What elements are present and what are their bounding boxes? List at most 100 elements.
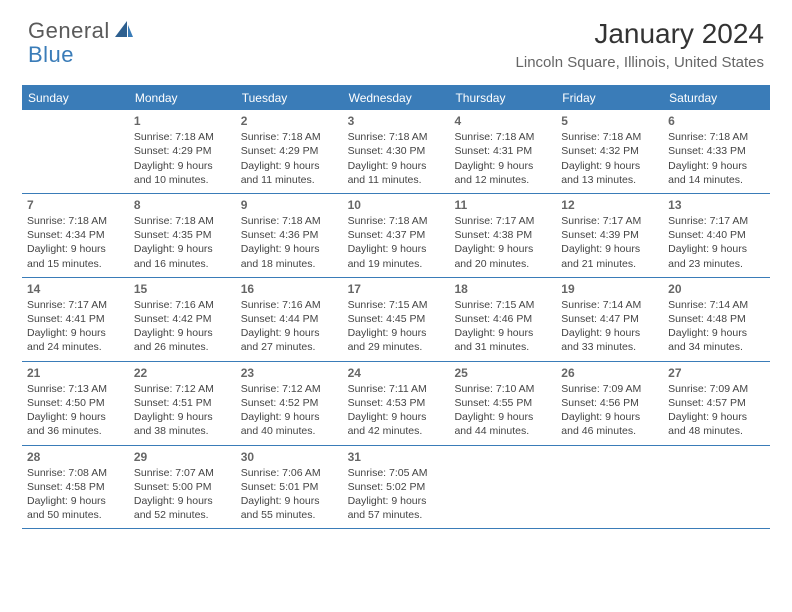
sunset-text: Sunset: 4:34 PM (27, 228, 124, 242)
day-number: 8 (134, 197, 231, 213)
calendar-day-cell: 10Sunrise: 7:18 AMSunset: 4:37 PMDayligh… (343, 194, 450, 277)
daylight-text: Daylight: 9 hours (241, 494, 338, 508)
sunrise-text: Sunrise: 7:18 AM (134, 214, 231, 228)
calendar-week-row: 28Sunrise: 7:08 AMSunset: 4:58 PMDayligh… (22, 446, 770, 530)
sunrise-text: Sunrise: 7:14 AM (561, 298, 658, 312)
sunrise-text: Sunrise: 7:18 AM (134, 130, 231, 144)
daylight-text: and 34 minutes. (668, 340, 765, 354)
day-number: 11 (454, 197, 551, 213)
day-number: 1 (134, 113, 231, 129)
sunrise-text: Sunrise: 7:15 AM (348, 298, 445, 312)
daylight-text: Daylight: 9 hours (668, 159, 765, 173)
daylight-text: Daylight: 9 hours (348, 159, 445, 173)
calendar-day-cell: 24Sunrise: 7:11 AMSunset: 4:53 PMDayligh… (343, 362, 450, 445)
calendar-day-cell (22, 110, 129, 193)
sunset-text: Sunset: 4:33 PM (668, 144, 765, 158)
day-number: 22 (134, 365, 231, 381)
weekday-header: Thursday (449, 86, 556, 110)
calendar-week-row: 1Sunrise: 7:18 AMSunset: 4:29 PMDaylight… (22, 110, 770, 194)
daylight-text: and 21 minutes. (561, 257, 658, 271)
day-number: 2 (241, 113, 338, 129)
weekday-header: Saturday (663, 86, 770, 110)
day-number: 30 (241, 449, 338, 465)
daylight-text: Daylight: 9 hours (348, 494, 445, 508)
sunrise-text: Sunrise: 7:16 AM (134, 298, 231, 312)
sunrise-text: Sunrise: 7:13 AM (27, 382, 124, 396)
sunset-text: Sunset: 4:57 PM (668, 396, 765, 410)
calendar-day-cell (663, 446, 770, 529)
location-subtitle: Lincoln Square, Illinois, United States (516, 54, 764, 71)
header: General January 2024 Lincoln Square, Ill… (0, 0, 792, 77)
sunrise-text: Sunrise: 7:12 AM (134, 382, 231, 396)
day-number: 3 (348, 113, 445, 129)
sunset-text: Sunset: 4:50 PM (27, 396, 124, 410)
daylight-text: Daylight: 9 hours (454, 159, 551, 173)
logo-sail-icon (113, 19, 135, 44)
sunrise-text: Sunrise: 7:15 AM (454, 298, 551, 312)
calendar-day-cell: 1Sunrise: 7:18 AMSunset: 4:29 PMDaylight… (129, 110, 236, 193)
calendar-day-cell: 28Sunrise: 7:08 AMSunset: 4:58 PMDayligh… (22, 446, 129, 529)
logo-text-blue: Blue (28, 42, 74, 67)
day-number: 14 (27, 281, 124, 297)
daylight-text: and 40 minutes. (241, 424, 338, 438)
daylight-text: and 42 minutes. (348, 424, 445, 438)
daylight-text: Daylight: 9 hours (27, 326, 124, 340)
daylight-text: Daylight: 9 hours (241, 242, 338, 256)
day-number: 16 (241, 281, 338, 297)
title-block: January 2024 Lincoln Square, Illinois, U… (516, 18, 764, 71)
daylight-text: Daylight: 9 hours (561, 159, 658, 173)
calendar-day-cell: 20Sunrise: 7:14 AMSunset: 4:48 PMDayligh… (663, 278, 770, 361)
daylight-text: and 48 minutes. (668, 424, 765, 438)
daylight-text: and 23 minutes. (668, 257, 765, 271)
calendar-day-cell: 5Sunrise: 7:18 AMSunset: 4:32 PMDaylight… (556, 110, 663, 193)
day-number: 31 (348, 449, 445, 465)
sunset-text: Sunset: 4:40 PM (668, 228, 765, 242)
daylight-text: and 18 minutes. (241, 257, 338, 271)
day-number: 5 (561, 113, 658, 129)
calendar-day-cell: 31Sunrise: 7:05 AMSunset: 5:02 PMDayligh… (343, 446, 450, 529)
weekday-header: Wednesday (343, 86, 450, 110)
sunset-text: Sunset: 4:31 PM (454, 144, 551, 158)
daylight-text: and 12 minutes. (454, 173, 551, 187)
calendar-day-cell: 7Sunrise: 7:18 AMSunset: 4:34 PMDaylight… (22, 194, 129, 277)
sunset-text: Sunset: 5:00 PM (134, 480, 231, 494)
daylight-text: and 19 minutes. (348, 257, 445, 271)
sunset-text: Sunset: 4:29 PM (241, 144, 338, 158)
sunset-text: Sunset: 4:37 PM (348, 228, 445, 242)
daylight-text: Daylight: 9 hours (241, 326, 338, 340)
sunrise-text: Sunrise: 7:18 AM (348, 130, 445, 144)
daylight-text: and 14 minutes. (668, 173, 765, 187)
sunrise-text: Sunrise: 7:09 AM (668, 382, 765, 396)
daylight-text: and 10 minutes. (134, 173, 231, 187)
sunrise-text: Sunrise: 7:17 AM (668, 214, 765, 228)
sunset-text: Sunset: 4:51 PM (134, 396, 231, 410)
calendar-day-cell: 11Sunrise: 7:17 AMSunset: 4:38 PMDayligh… (449, 194, 556, 277)
day-number: 26 (561, 365, 658, 381)
calendar-day-cell: 30Sunrise: 7:06 AMSunset: 5:01 PMDayligh… (236, 446, 343, 529)
daylight-text: and 27 minutes. (241, 340, 338, 354)
sunset-text: Sunset: 4:39 PM (561, 228, 658, 242)
day-number: 7 (27, 197, 124, 213)
sunset-text: Sunset: 4:56 PM (561, 396, 658, 410)
sunset-text: Sunset: 4:38 PM (454, 228, 551, 242)
sunset-text: Sunset: 4:45 PM (348, 312, 445, 326)
calendar-day-cell: 25Sunrise: 7:10 AMSunset: 4:55 PMDayligh… (449, 362, 556, 445)
day-number: 6 (668, 113, 765, 129)
daylight-text: and 31 minutes. (454, 340, 551, 354)
logo-text-general: General (28, 18, 110, 44)
sunrise-text: Sunrise: 7:07 AM (134, 466, 231, 480)
sunrise-text: Sunrise: 7:12 AM (241, 382, 338, 396)
daylight-text: Daylight: 9 hours (561, 410, 658, 424)
day-number: 25 (454, 365, 551, 381)
calendar-day-cell: 3Sunrise: 7:18 AMSunset: 4:30 PMDaylight… (343, 110, 450, 193)
sunset-text: Sunset: 4:41 PM (27, 312, 124, 326)
calendar-day-cell: 22Sunrise: 7:12 AMSunset: 4:51 PMDayligh… (129, 362, 236, 445)
sunset-text: Sunset: 4:42 PM (134, 312, 231, 326)
daylight-text: Daylight: 9 hours (454, 326, 551, 340)
sunset-text: Sunset: 4:47 PM (561, 312, 658, 326)
sunset-text: Sunset: 4:35 PM (134, 228, 231, 242)
sunrise-text: Sunrise: 7:16 AM (241, 298, 338, 312)
sunrise-text: Sunrise: 7:18 AM (27, 214, 124, 228)
weekday-header: Monday (129, 86, 236, 110)
calendar-day-cell: 15Sunrise: 7:16 AMSunset: 4:42 PMDayligh… (129, 278, 236, 361)
